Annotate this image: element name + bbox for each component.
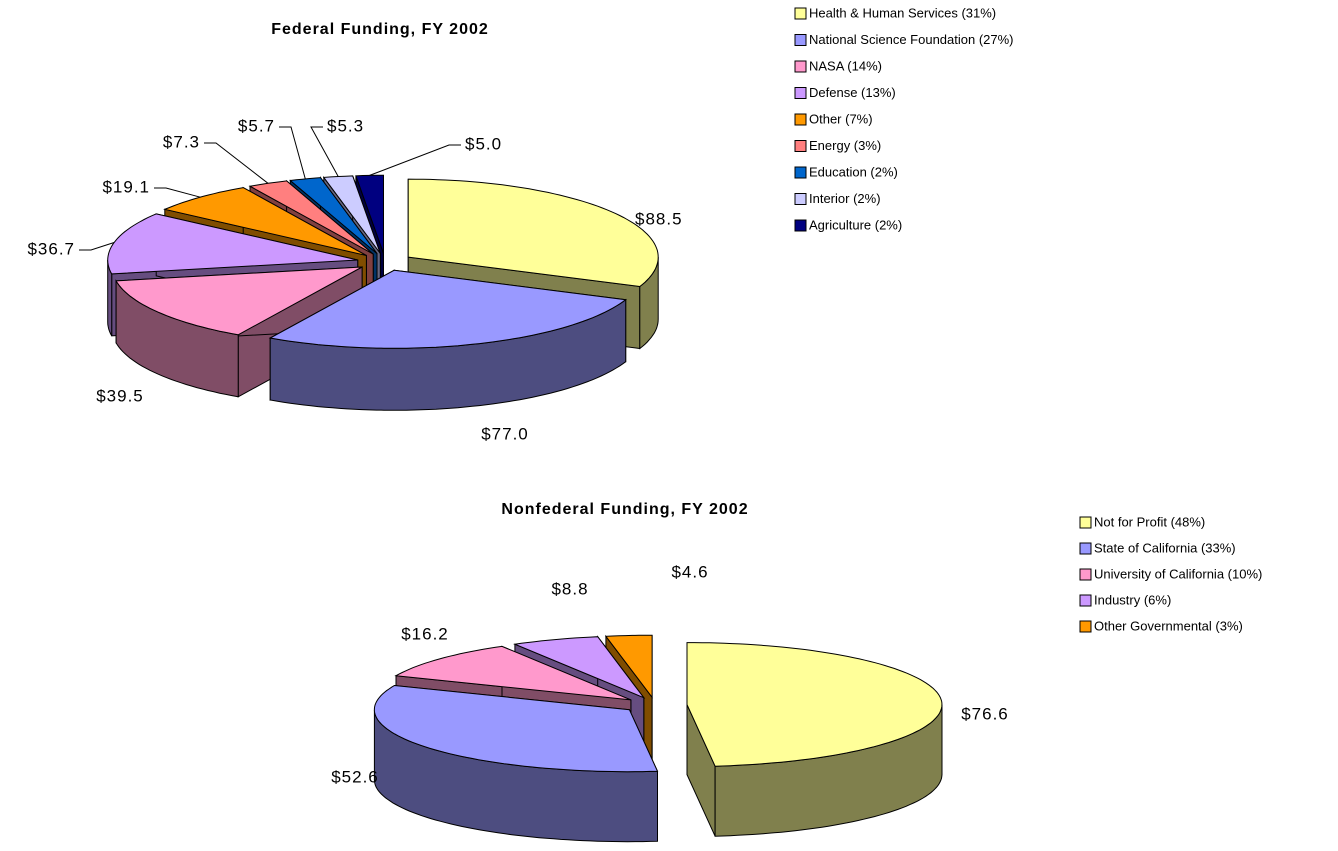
- leader-line: [310, 126, 339, 177]
- legend-swatch: [1079, 516, 1092, 529]
- legend-swatch: [794, 7, 807, 20]
- slice-top: [604, 634, 653, 699]
- legend-swatch: [794, 87, 807, 99]
- legend-swatch: [794, 140, 807, 152]
- value-label: $88.5: [635, 209, 683, 228]
- value-label: $5.3: [327, 116, 364, 135]
- leader-line: [154, 187, 201, 198]
- legend-label: Other Governmental (3%): [1094, 618, 1243, 633]
- legend-swatch: [794, 193, 807, 205]
- legend-label: National Science Foundation (27%): [809, 32, 1014, 47]
- value-label: $39.5: [96, 386, 144, 405]
- legend-label: NASA (14%): [809, 58, 882, 73]
- slice-top: [268, 269, 628, 349]
- value-label: $8.8: [551, 579, 588, 598]
- legend-swatch: [794, 34, 807, 46]
- leader-line: [79, 242, 115, 251]
- legend-label: Agriculture (2%): [809, 217, 902, 232]
- chart-title: Federal Funding, FY 2002: [271, 21, 489, 38]
- pie-slice: [686, 642, 943, 837]
- legend-label: University of California (10%): [1094, 566, 1262, 581]
- legend-swatch: [794, 166, 807, 179]
- value-label: $16.2: [401, 624, 449, 643]
- slice-top: [373, 684, 659, 773]
- legend-label: Education (2%): [809, 164, 898, 179]
- chart-title: Nonfederal Funding, FY 2002: [501, 501, 748, 518]
- legend-label: Defense (13%): [809, 85, 896, 100]
- value-label: $77.0: [481, 424, 529, 443]
- legend-swatch: [1079, 594, 1092, 607]
- legend-label: Interior (2%): [809, 191, 881, 206]
- value-label: $76.6: [961, 704, 1009, 723]
- slice-top: [407, 178, 659, 288]
- slice-top: [686, 642, 943, 767]
- legend-label: Energy (3%): [809, 138, 881, 153]
- value-label: $4.6: [671, 562, 708, 581]
- legend-label: Industry (6%): [1094, 592, 1171, 607]
- slice-top: [513, 636, 646, 699]
- leader-line: [279, 126, 306, 180]
- legend-swatch: [1079, 568, 1092, 581]
- legend-swatch: [1079, 620, 1092, 633]
- value-label: $36.7: [27, 239, 75, 258]
- legend-label: State of California (33%): [1094, 540, 1236, 555]
- leader-line: [204, 142, 269, 184]
- value-label: $7.3: [163, 132, 200, 151]
- value-label: $19.1: [102, 177, 150, 196]
- value-label: $5.0: [465, 134, 502, 153]
- value-label: $52.6: [331, 767, 379, 786]
- legend-label: Health & Human Services (31%): [809, 5, 996, 20]
- legend-label: Not for Profit (48%): [1094, 514, 1205, 529]
- pie-slice: [373, 684, 659, 843]
- slice-top: [163, 187, 367, 256]
- pie-slice: [268, 269, 628, 411]
- legend-swatch: [794, 60, 807, 73]
- legend-swatch: [1079, 542, 1092, 555]
- leader-line: [369, 144, 461, 176]
- legend-swatch: [794, 219, 807, 232]
- legend-swatch: [794, 113, 807, 126]
- legend-label: Other (7%): [809, 111, 873, 126]
- slice-top: [115, 266, 363, 336]
- slice-top: [394, 645, 632, 701]
- value-label: $5.7: [238, 116, 275, 135]
